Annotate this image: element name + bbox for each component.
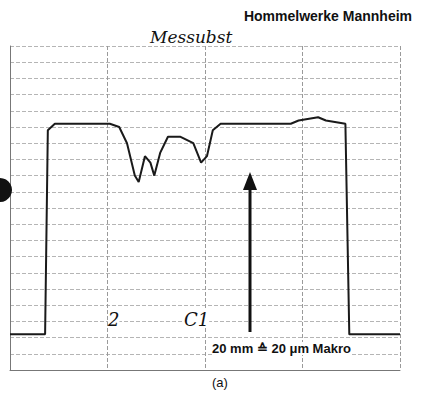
svg-text:(a): (a) <box>212 375 228 390</box>
svg-text:C1: C1 <box>184 309 209 330</box>
svg-text:Messubst: Messubst <box>149 27 232 47</box>
svg-text:Hommelwerke Mannheim: Hommelwerke Mannheim <box>244 8 412 24</box>
svg-text:2: 2 <box>107 309 119 330</box>
svg-text:20 mm ≙ 20 μm Makro: 20 mm ≙ 20 μm Makro <box>212 341 351 356</box>
